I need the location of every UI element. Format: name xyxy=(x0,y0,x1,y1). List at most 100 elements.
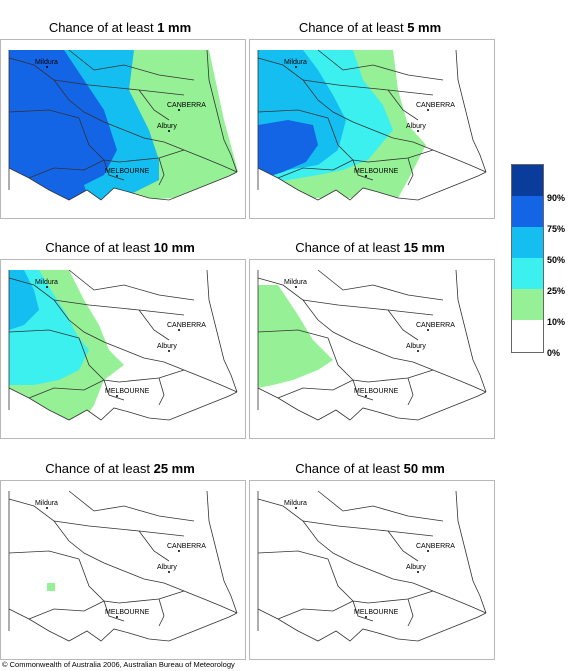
canberra-label: CANBERRA xyxy=(167,322,206,329)
boundary-line xyxy=(257,550,329,560)
ocean-area xyxy=(258,609,494,659)
probability-area xyxy=(47,583,55,591)
probability-area xyxy=(9,270,39,330)
boundary-line xyxy=(8,167,238,201)
boundary-line xyxy=(103,600,125,622)
mildura-label: Mildura xyxy=(35,279,58,286)
ocean-area xyxy=(258,388,494,438)
boundary-line xyxy=(352,379,374,401)
boundary-line xyxy=(103,379,125,401)
albury-marker xyxy=(168,350,170,352)
map-panel-10mm: Mildura CANBERRA Albury MELBOURNE xyxy=(0,259,246,439)
albury-marker xyxy=(417,130,419,132)
boundary-line xyxy=(352,600,374,622)
boundary-line xyxy=(118,369,185,383)
boundary-line xyxy=(302,299,434,316)
map-panel-25mm: Mildura CANBERRA Albury MELBOURNE xyxy=(0,480,246,660)
ocean-area xyxy=(9,609,245,659)
map-panel-5mm: Mildura CANBERRA Albury MELBOURNE xyxy=(249,39,495,219)
boundary-line xyxy=(158,377,165,406)
canberra-marker xyxy=(427,109,429,111)
boundary-line xyxy=(68,49,195,81)
boundary-line xyxy=(277,159,354,179)
canberra-label: CANBERRA xyxy=(416,322,455,329)
boundary-line xyxy=(302,520,434,537)
boundary-line xyxy=(28,600,105,620)
legend-swatch-75 xyxy=(512,196,543,227)
canberra-marker xyxy=(178,550,180,552)
boundary-line xyxy=(257,329,329,339)
boundary-line xyxy=(158,598,165,627)
boundary-line xyxy=(53,299,185,316)
mildura-marker xyxy=(46,66,48,68)
boundary-line xyxy=(8,498,238,614)
boundary-line xyxy=(138,530,170,562)
melbourne-label: MELBOURNE xyxy=(354,388,399,395)
albury-marker xyxy=(417,350,419,352)
ocean-area xyxy=(9,388,245,438)
boundary-line xyxy=(118,590,185,604)
albury-marker xyxy=(417,571,419,573)
boundary-line xyxy=(455,49,487,173)
melbourne-marker xyxy=(116,175,118,177)
melbourne-label: MELBOURNE xyxy=(105,168,150,175)
legend-label-90: 90% xyxy=(547,193,566,203)
boundary-line xyxy=(206,490,238,614)
boundary-line xyxy=(68,490,195,522)
melbourne-label: MELBOURNE xyxy=(354,168,399,175)
legend-swatch-10 xyxy=(512,289,543,320)
boundary-line xyxy=(68,269,195,301)
boundary-line xyxy=(138,89,170,121)
boundary-line xyxy=(277,379,354,399)
probability-area xyxy=(258,285,333,388)
boundary-line xyxy=(367,369,434,383)
boundary-line xyxy=(407,377,414,406)
mildura-label: Mildura xyxy=(35,59,58,66)
legend-label-75: 75% xyxy=(547,224,566,234)
map-svg: Mildura CANBERRA Albury MELBOURNE xyxy=(257,490,494,659)
canberra-marker xyxy=(178,329,180,331)
albury-marker xyxy=(168,130,170,132)
melbourne-label: MELBOURNE xyxy=(105,609,150,616)
melbourne-marker xyxy=(116,616,118,618)
panel-title-15mm: Chance of at least 15 mm xyxy=(295,240,445,255)
boundary-line xyxy=(8,387,238,421)
legend-swatch-0 xyxy=(512,320,543,351)
map-svg: Mildura CANBERRA Albury MELBOURNE xyxy=(8,49,245,218)
mildura-marker xyxy=(46,286,48,288)
boundary-line xyxy=(257,387,487,421)
boundary-line xyxy=(28,379,105,399)
melbourne-marker xyxy=(365,616,367,618)
albury-label: Albury xyxy=(406,564,426,571)
legend-swatch-25 xyxy=(512,258,543,289)
boundary-line xyxy=(53,520,185,537)
boundary-line xyxy=(455,269,487,393)
panel-title-1mm: Chance of at least 1 mm xyxy=(48,20,192,35)
mildura-marker xyxy=(295,286,297,288)
boundary-line xyxy=(78,117,120,163)
boundary-line xyxy=(8,550,80,560)
canberra-marker xyxy=(427,550,429,552)
map-svg: Mildura CANBERRA Albury MELBOURNE xyxy=(257,269,494,438)
panel-title-25mm: Chance of at least 25 mm xyxy=(45,461,195,476)
boundary-line xyxy=(103,159,125,181)
boundary-line xyxy=(78,558,120,604)
boundary-line xyxy=(78,337,120,383)
albury-label: Albury xyxy=(157,123,177,130)
mildura-label: Mildura xyxy=(284,279,307,286)
boundary-line xyxy=(367,590,434,604)
mildura-label: Mildura xyxy=(35,500,58,507)
legend-label-10: 10% xyxy=(547,317,566,327)
boundary-line xyxy=(158,157,165,186)
melbourne-marker xyxy=(116,395,118,397)
boundary-line xyxy=(302,79,434,96)
mildura-marker xyxy=(46,507,48,509)
legend-swatch-50 xyxy=(512,227,543,258)
albury-label: Albury xyxy=(406,343,426,350)
boundary-line xyxy=(8,109,80,119)
legend-label-0: 0% xyxy=(547,348,561,358)
canberra-label: CANBERRA xyxy=(167,543,206,550)
copyright-notice: © Commonwealth of Australia 2006, Austra… xyxy=(2,660,235,669)
boundary-line xyxy=(206,269,238,393)
boundary-line xyxy=(53,79,185,96)
